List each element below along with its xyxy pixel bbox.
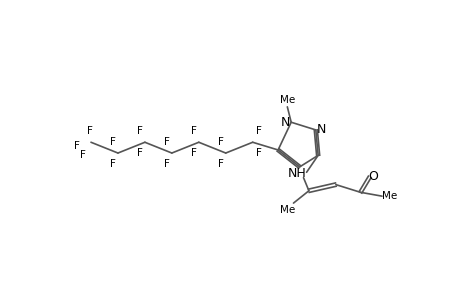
Text: N: N (316, 123, 325, 136)
Text: F: F (191, 148, 196, 158)
Text: F: F (137, 148, 143, 158)
Text: F: F (86, 127, 92, 136)
Text: N: N (280, 116, 290, 129)
Text: F: F (137, 127, 143, 136)
Text: F: F (218, 159, 224, 169)
Text: Me: Me (279, 95, 294, 105)
Text: F: F (255, 127, 261, 136)
Text: F: F (164, 137, 170, 147)
Text: F: F (164, 159, 170, 169)
Text: F: F (191, 127, 196, 136)
Text: F: F (110, 159, 116, 169)
Text: NH: NH (287, 167, 306, 180)
Text: F: F (80, 150, 86, 160)
Text: F: F (255, 148, 261, 158)
Text: F: F (74, 141, 80, 151)
Text: Me: Me (279, 205, 294, 215)
Text: O: O (368, 170, 378, 183)
Text: F: F (110, 137, 116, 147)
Text: Me: Me (381, 191, 397, 201)
Text: F: F (218, 137, 224, 147)
